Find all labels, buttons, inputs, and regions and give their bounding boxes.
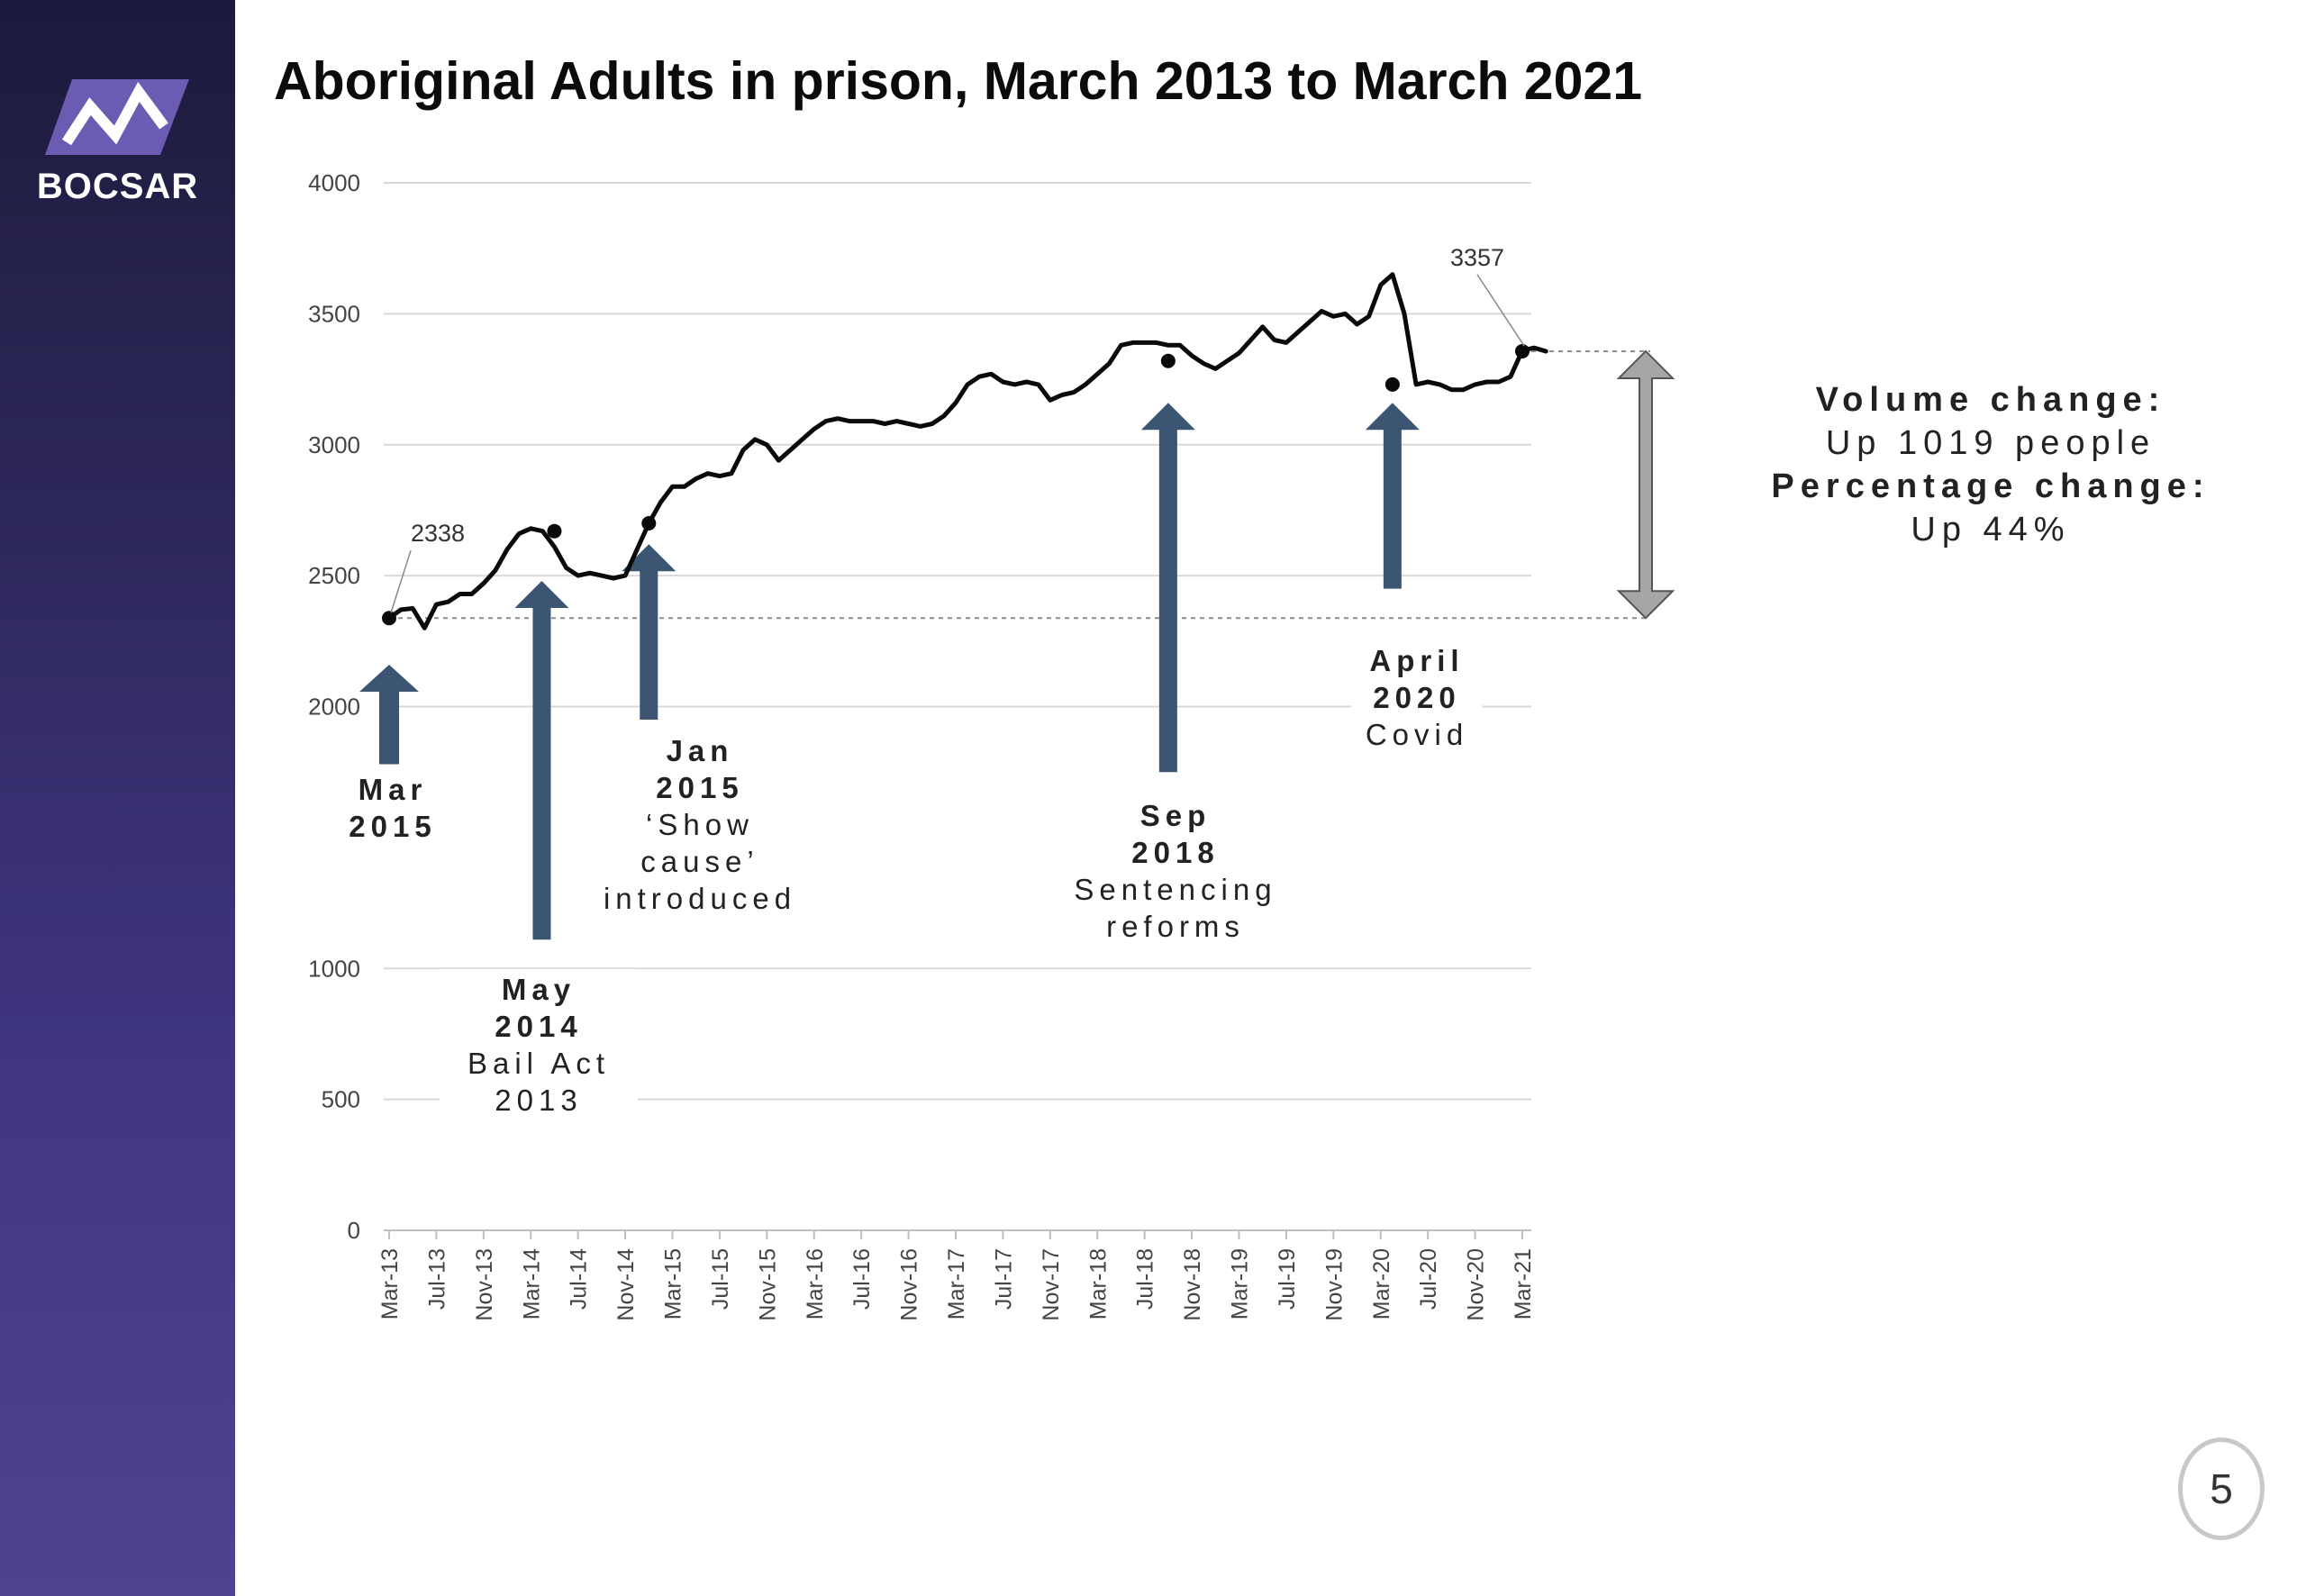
annotation-text: reforms [1106,910,1245,943]
y-tick-label: 3000 [308,431,360,458]
x-tick-label: Mar-19 [1228,1248,1253,1319]
x-tick-label: Nov-16 [897,1248,922,1321]
annotation-arrow [1140,403,1195,773]
annotation-text: cause’ [640,845,758,878]
percentage-change-label: Percentage change: [1771,467,2211,505]
annotation-text: 2014 [495,1010,582,1043]
x-axis: Mar-13 Jul-13 Nov-13 Mar-14 Jul-14 Nov-14 Mar-… [377,1229,1536,1321]
annotation-text: April [1369,644,1464,677]
x-tick-label: Mar-17 [944,1248,969,1319]
x-tick-label: Jul-19 [1275,1248,1300,1310]
annotation-arrow [514,580,569,940]
annotation-text: Sentencing [1074,873,1276,906]
annotation-arrow [359,664,419,765]
annotation-arrows [359,403,1420,940]
series-line [386,272,1548,630]
x-tick-label: Mar-13 [377,1248,403,1319]
annotation-text: 2015 [656,771,743,804]
y-tick-label: 1000 [308,955,360,982]
annotation-text: Jan [667,734,734,767]
annotation-arrow [622,544,676,721]
annotation-text: 2018 [1131,836,1219,869]
annotation-text: introduced [604,882,796,915]
change-double-arrow [1616,349,1675,620]
highlight-point [382,611,396,626]
x-tick-label: Nov-14 [613,1248,639,1321]
y-axis: 0 500 1000 2000 2500 3000 3500 4000 [308,169,360,1244]
x-tick-label: Jul-15 [708,1248,733,1310]
page-number: 5 [2178,1437,2265,1540]
highlight-point [641,515,657,530]
x-tick-label: Jul-17 [991,1248,1016,1310]
change-summary: Volume change: Up 1019 people Percentage… [1711,378,2270,551]
data-label: 3357 [1450,244,1504,271]
x-tick-label: Mar-21 [1511,1248,1536,1319]
page-title: Aboriginal Adults in prison, March 2013 … [274,51,1643,111]
highlight-point [547,523,562,539]
volume-change-value: Up 1019 people [1825,424,2156,462]
x-tick-label: Nov-17 [1039,1248,1064,1321]
annotation-backing [1351,640,1483,762]
annotation-backing [578,730,822,926]
y-tick-label: 4000 [308,169,360,196]
annotation-backing [339,769,447,854]
annotation-text: 2020 [1373,681,1460,714]
data-labels: 2338 3357 [390,244,1525,613]
series [386,272,1548,630]
x-tick-label: Jul-14 [567,1248,592,1310]
annotation-text: May [502,973,576,1006]
change-arrow [1616,349,1675,620]
x-tick-label: Mar-15 [661,1248,686,1319]
y-tick-label: 2000 [308,694,360,721]
highlight-point [1385,376,1400,392]
annotation-text: 2013 [495,1084,582,1117]
annotation-backing [440,969,638,1128]
annotation-text: Sep [1140,799,1212,832]
annotation-backing [1054,795,1297,954]
x-tick-label: Nov-15 [755,1248,780,1321]
bocsar-logo-icon [45,79,189,155]
annotation-text: ‘Show [646,808,754,841]
highlight-points [382,343,1530,626]
annotation-arrow [1365,403,1420,589]
x-tick-label: Mar-14 [519,1248,544,1319]
y-tick-label: 0 [348,1217,360,1244]
annotations: Mar 2015 May 2014 Bail Act 2013 Jan 2015 ‘Show ca… [339,640,1483,1128]
highlight-point [1515,343,1530,358]
highlight-point [1160,353,1176,368]
volume-change-label: Volume change: [1815,381,2166,419]
x-tick-label: Jul-18 [1133,1248,1158,1310]
annotation-text: Covid [1366,718,1468,751]
x-tick-label: Jul-13 [424,1248,449,1310]
data-label-leader [1476,274,1525,347]
x-tick-label: Nov-20 [1464,1248,1489,1321]
x-tick-label: Mar-18 [1085,1248,1111,1319]
y-tick-label: 2500 [308,562,360,589]
x-tick-label: Mar-16 [803,1248,828,1319]
x-tick-label: Nov-18 [1180,1248,1205,1321]
data-label: 2338 [411,520,465,547]
x-tick-label: Jul-16 [849,1248,875,1310]
data-label-leader [390,549,412,613]
annotation-text: Bail Act [468,1047,610,1080]
x-tick-label: Mar-20 [1369,1248,1394,1319]
annotation-text: 2015 [349,810,436,843]
x-tick-label: Nov-19 [1321,1248,1347,1321]
percentage-change-value: Up 44% [1911,511,2071,549]
logo-text: BOCSAR [36,167,199,206]
annotation-text: Mar [359,773,428,806]
y-tick-label: 500 [322,1086,360,1113]
y-tick-label: 3500 [308,300,360,327]
sidebar: BOCSAR [0,0,235,1596]
x-tick-label: Jul-20 [1416,1248,1441,1310]
x-tick-label: Nov-13 [472,1248,497,1321]
